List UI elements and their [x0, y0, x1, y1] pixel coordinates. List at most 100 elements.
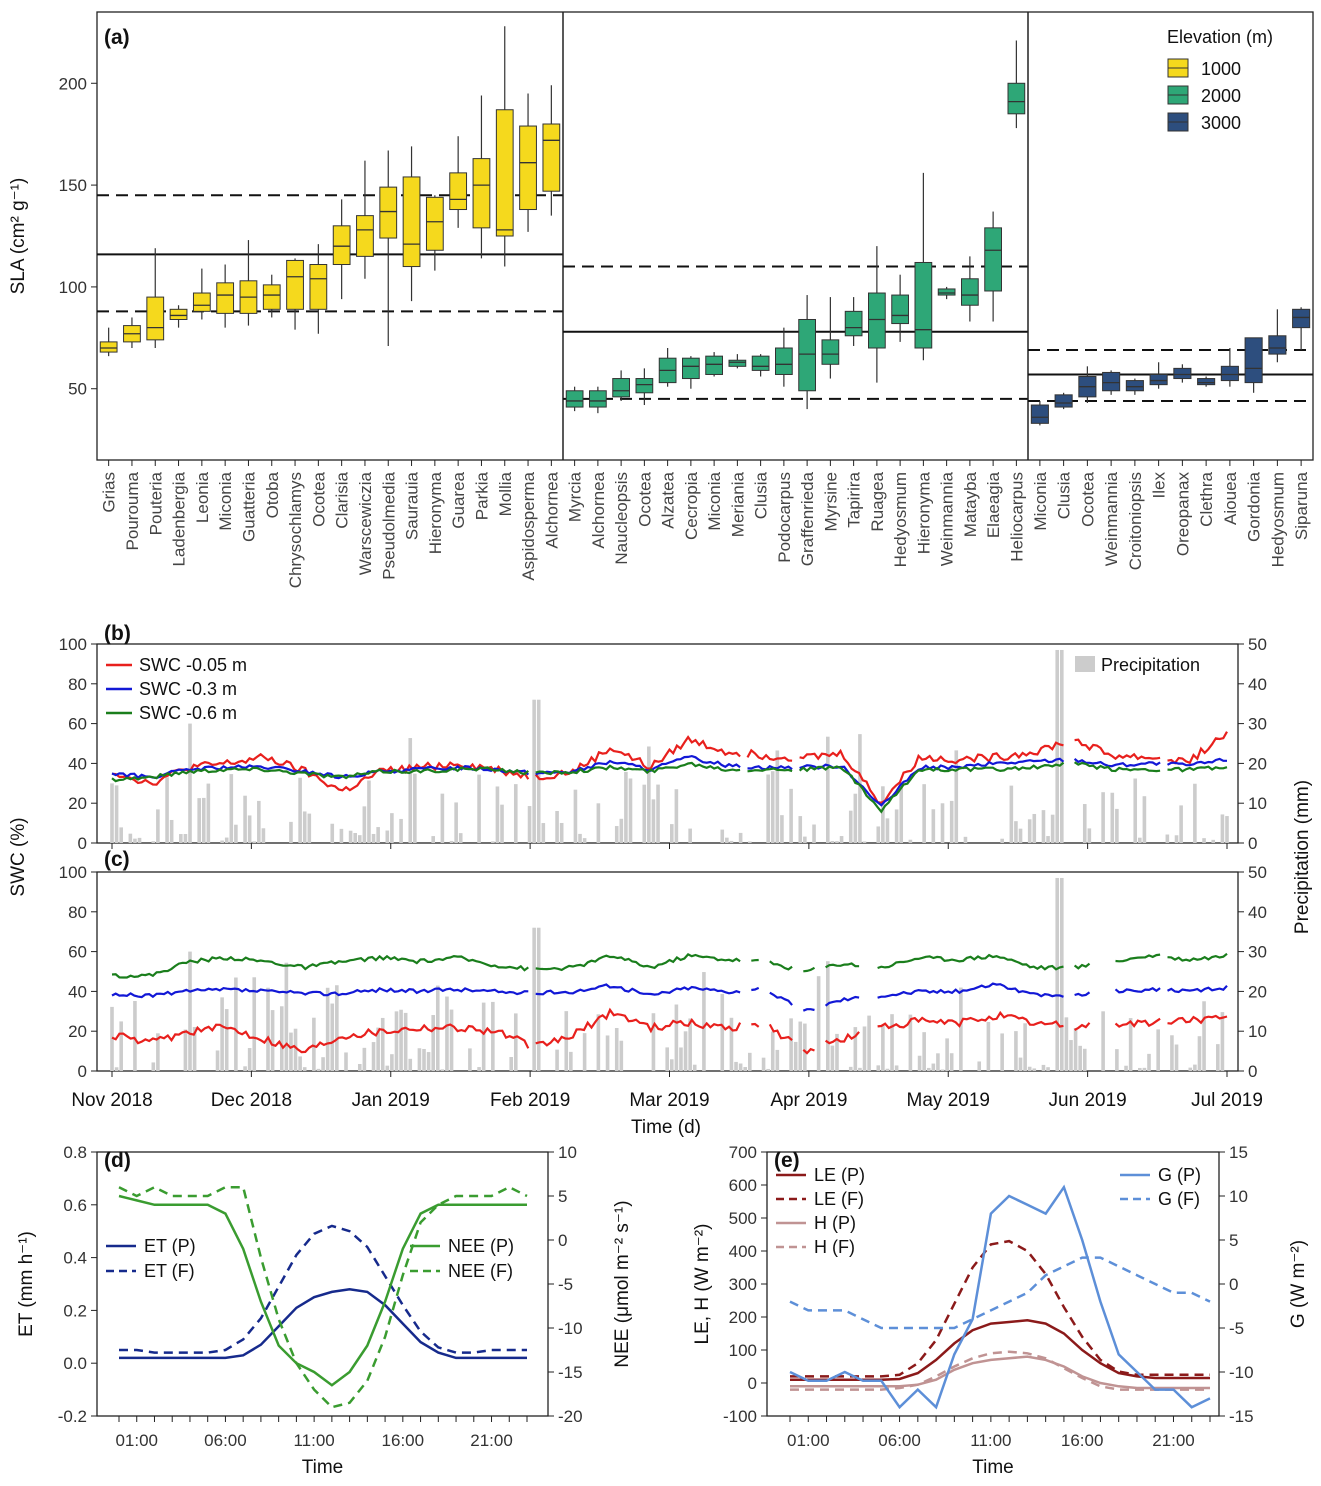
box: [682, 357, 700, 380]
box: [1102, 371, 1121, 392]
x-tick-label: Dec 2018: [211, 1090, 292, 1111]
precip-bar: [390, 813, 394, 843]
precip-bar: [128, 833, 133, 843]
legend-label: 2000: [1201, 86, 1241, 106]
species-label: Elaeagia: [984, 471, 1003, 538]
precip-bar: [885, 818, 890, 843]
box: [192, 292, 211, 312]
precip-bar: [541, 823, 546, 843]
precip-bar: [1220, 1012, 1225, 1071]
precip-bar: [335, 985, 339, 1071]
precip-bar: [738, 832, 743, 843]
precip-bar: [862, 841, 867, 843]
precip-bar: [133, 1001, 137, 1071]
precip-bar: [780, 815, 784, 843]
precip-bar: [399, 1009, 403, 1071]
precip-bar: [385, 1065, 390, 1071]
precip-bar: [348, 830, 353, 843]
precip-bar: [669, 824, 674, 843]
species-label: Ladenbergia: [170, 471, 189, 566]
box: [495, 109, 514, 237]
box: [356, 215, 374, 257]
precip-bar: [945, 1038, 949, 1071]
precip-bar: [569, 1051, 573, 1071]
precip-bar: [119, 1021, 123, 1071]
precip-bar: [963, 836, 968, 843]
precip-bar: [775, 1049, 780, 1071]
precip-bar: [1128, 1018, 1133, 1071]
box: [379, 186, 398, 239]
species-label: Gordonia: [1245, 471, 1264, 541]
precip-bar: [289, 821, 293, 843]
species-label: Weinmannia: [938, 471, 957, 566]
precip-bar: [835, 841, 839, 843]
precip-bar: [1101, 792, 1105, 843]
precip-bar: [669, 1059, 674, 1071]
precip-bar: [179, 834, 183, 843]
y-tick-label: 700: [729, 1143, 757, 1162]
box: [286, 259, 304, 310]
box: [169, 308, 188, 320]
precip-bar: [688, 1018, 692, 1071]
series-line: [789, 1256, 1211, 1330]
precip-bar: [1202, 838, 1206, 843]
species-label: Pourouma: [123, 471, 142, 550]
species-label: Graffenrieda: [798, 471, 817, 566]
precip-bar: [1000, 838, 1004, 843]
x-tick-label: 06:00: [878, 1431, 921, 1450]
precip-bar: [1078, 1045, 1082, 1071]
y-axis-label: LE, H (W m⁻²): [692, 1224, 713, 1345]
precip-bar: [1174, 835, 1179, 843]
species-label: Pouteria: [146, 471, 165, 535]
precip-bar: [555, 1049, 559, 1071]
precip-bar: [468, 1048, 472, 1071]
precip-bar: [656, 784, 660, 843]
precip-bar: [431, 836, 435, 843]
precip-bar: [1027, 1066, 1032, 1071]
y-right-tick-label: 10: [1229, 1187, 1248, 1206]
precip-bar: [312, 1017, 316, 1071]
precip-bar: [151, 1062, 156, 1071]
precip-bar: [931, 1063, 936, 1071]
y-right-tick-label: 10: [1248, 1022, 1267, 1041]
precip-bar: [559, 822, 564, 843]
box: [937, 288, 956, 296]
legend-label: H (F): [814, 1237, 855, 1257]
panel-b-frame: [96, 643, 1239, 844]
precip-bar: [1018, 828, 1023, 843]
legend-label: G (P): [1158, 1165, 1201, 1185]
y-tick-label: 50: [68, 380, 87, 399]
x-tick-label: Jan 2019: [352, 1090, 430, 1111]
precip-bar: [555, 811, 559, 843]
precip-bar: [376, 1027, 380, 1071]
panel-a-frame: [96, 11, 1314, 461]
legend-label: Precipitation: [1101, 655, 1200, 675]
box: [844, 310, 863, 337]
y-tick-label: 600: [729, 1176, 757, 1195]
precip-bar: [114, 1067, 119, 1071]
series-line: [118, 1185, 528, 1409]
precip-bar: [325, 987, 330, 1071]
x-tick-label: 01:00: [115, 1431, 158, 1450]
x-tick-label: 01:00: [787, 1431, 830, 1450]
precip-bar: [307, 813, 312, 843]
y-tick-label: 0.6: [63, 1196, 87, 1215]
y-tick-label: 0: [748, 1374, 757, 1393]
y-tick-label: 200: [729, 1308, 757, 1327]
y-right-tick-label: 0: [1248, 834, 1257, 853]
legend-label: SWC -0.6 m: [139, 703, 237, 723]
precip-bar: [1073, 1028, 1078, 1071]
box: [425, 196, 444, 251]
precip-bar: [1138, 837, 1142, 843]
species-label: Myrsine: [821, 472, 840, 532]
precip-bar: [220, 997, 224, 1071]
precip-bar: [1133, 778, 1138, 843]
precip-bar: [848, 810, 853, 843]
precip-bar: [156, 809, 160, 843]
box: [449, 172, 468, 211]
precip-bar: [224, 837, 229, 843]
precip-bar: [940, 803, 945, 843]
precip-bar: [614, 826, 619, 843]
precip-bar: [839, 836, 844, 843]
y-right-tick-label: 20: [1248, 754, 1267, 773]
